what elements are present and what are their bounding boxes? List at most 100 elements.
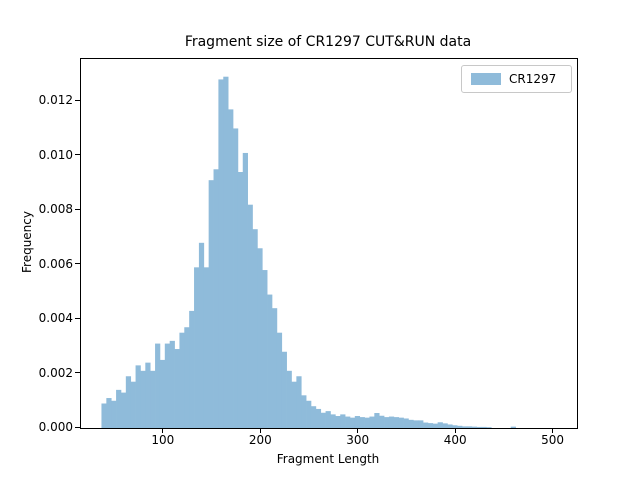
histogram-bar [335, 416, 341, 428]
histogram-bar [237, 172, 244, 428]
histogram-bar [427, 423, 434, 428]
histogram-bar [403, 418, 409, 428]
histogram-bar [116, 389, 122, 428]
histogram-bar [252, 229, 258, 428]
y-tick-mark [75, 208, 80, 210]
histogram-bar [125, 376, 132, 428]
histogram-bar [233, 128, 239, 428]
histogram-bar [242, 152, 248, 428]
histogram-bar [384, 417, 390, 428]
histogram-bar [223, 76, 229, 428]
y-tick-label: 0.006 [38, 256, 73, 271]
y-tick-mark [75, 317, 80, 319]
histogram-bar [208, 180, 214, 428]
histogram-bar [481, 426, 487, 428]
histogram-bar [510, 426, 516, 428]
histogram-bar [349, 417, 356, 428]
histogram-bar [140, 370, 146, 428]
histogram-bar [145, 362, 151, 428]
histogram-bar [462, 426, 468, 428]
histogram-bar [457, 425, 463, 428]
histogram-bar [296, 376, 302, 428]
histogram-bar [301, 395, 307, 428]
histogram-bar [432, 423, 438, 428]
histogram-bar [291, 381, 297, 428]
x-tick-mark [259, 428, 261, 433]
histogram-bar [120, 392, 127, 428]
histogram-bar [194, 267, 200, 428]
y-tick-mark [75, 372, 80, 373]
histogram-bar [398, 417, 404, 428]
y-tick-label: 0.008 [38, 202, 73, 217]
histogram-bar [418, 420, 424, 428]
histogram-bar [106, 398, 112, 428]
histogram-bar [423, 422, 429, 428]
x-tick-mark [162, 428, 164, 433]
histogram-bar [408, 419, 414, 428]
x-tick-label: 200 [248, 433, 272, 447]
x-tick-label: 300 [346, 433, 370, 447]
histogram-bar [364, 417, 370, 428]
histogram-bar [262, 270, 268, 428]
histogram-bar [169, 340, 175, 428]
chart-title: Fragment size of CR1297 CUT&RUN data [184, 34, 472, 50]
histogram-bar [306, 400, 312, 428]
histogram-bar [218, 79, 224, 428]
legend: CR1297 [461, 65, 572, 93]
histogram-bar [369, 416, 375, 428]
histogram-bar [466, 426, 473, 428]
y-tick-mark [75, 426, 80, 428]
histogram-bar [228, 109, 234, 428]
histogram-bar [159, 359, 166, 428]
histogram-bar [413, 420, 419, 428]
y-tick-label: 0.010 [38, 147, 73, 162]
histogram-bar [310, 406, 317, 428]
histogram-bar [486, 427, 492, 428]
histogram-bar [471, 426, 477, 428]
histogram-bar [315, 408, 322, 428]
histogram-bar [198, 242, 205, 428]
histogram-bar [174, 349, 180, 428]
plot-area: CR1297 [80, 58, 578, 429]
x-tick-mark [454, 428, 456, 433]
x-tick-mark [552, 428, 554, 433]
histogram-bar [437, 422, 443, 428]
x-tick-label: 400 [443, 433, 467, 447]
x-tick-label: 500 [541, 433, 565, 447]
histogram-bar [179, 332, 185, 428]
y-tick-mark [75, 263, 80, 265]
histogram-bar [155, 343, 161, 428]
histogram-bar [340, 414, 346, 428]
legend-color-patch [471, 73, 501, 85]
histogram-bar [476, 426, 482, 428]
histogram-bar [213, 169, 219, 428]
histogram-bar [189, 310, 195, 428]
histogram-bar [267, 294, 273, 428]
histogram-bar [257, 248, 263, 428]
histogram-bar [203, 267, 209, 428]
histogram-bar [388, 416, 395, 428]
histogram-bar [345, 416, 351, 428]
y-tick-label: 0.012 [38, 93, 73, 108]
histogram-bar [374, 413, 380, 428]
histogram-bar [442, 423, 448, 428]
histogram-bar [247, 204, 253, 428]
histogram-bar [359, 417, 365, 428]
x-tick-label: 100 [151, 433, 175, 447]
histogram-bar [330, 414, 336, 428]
histogram-bar [325, 411, 331, 428]
histogram-bar [164, 343, 171, 428]
histogram-bar [281, 351, 287, 428]
y-tick-label: 0.002 [38, 365, 73, 380]
histogram-bar [393, 417, 400, 428]
histogram-bar [286, 370, 292, 428]
histogram-bar [111, 400, 117, 428]
histogram-bar [101, 403, 107, 428]
histogram-bar [184, 327, 190, 428]
x-tick-mark [357, 428, 359, 433]
histogram-bar [354, 416, 361, 428]
y-tick-mark [75, 154, 80, 156]
histogram-bar [135, 365, 141, 428]
histogram-bar [379, 415, 385, 428]
